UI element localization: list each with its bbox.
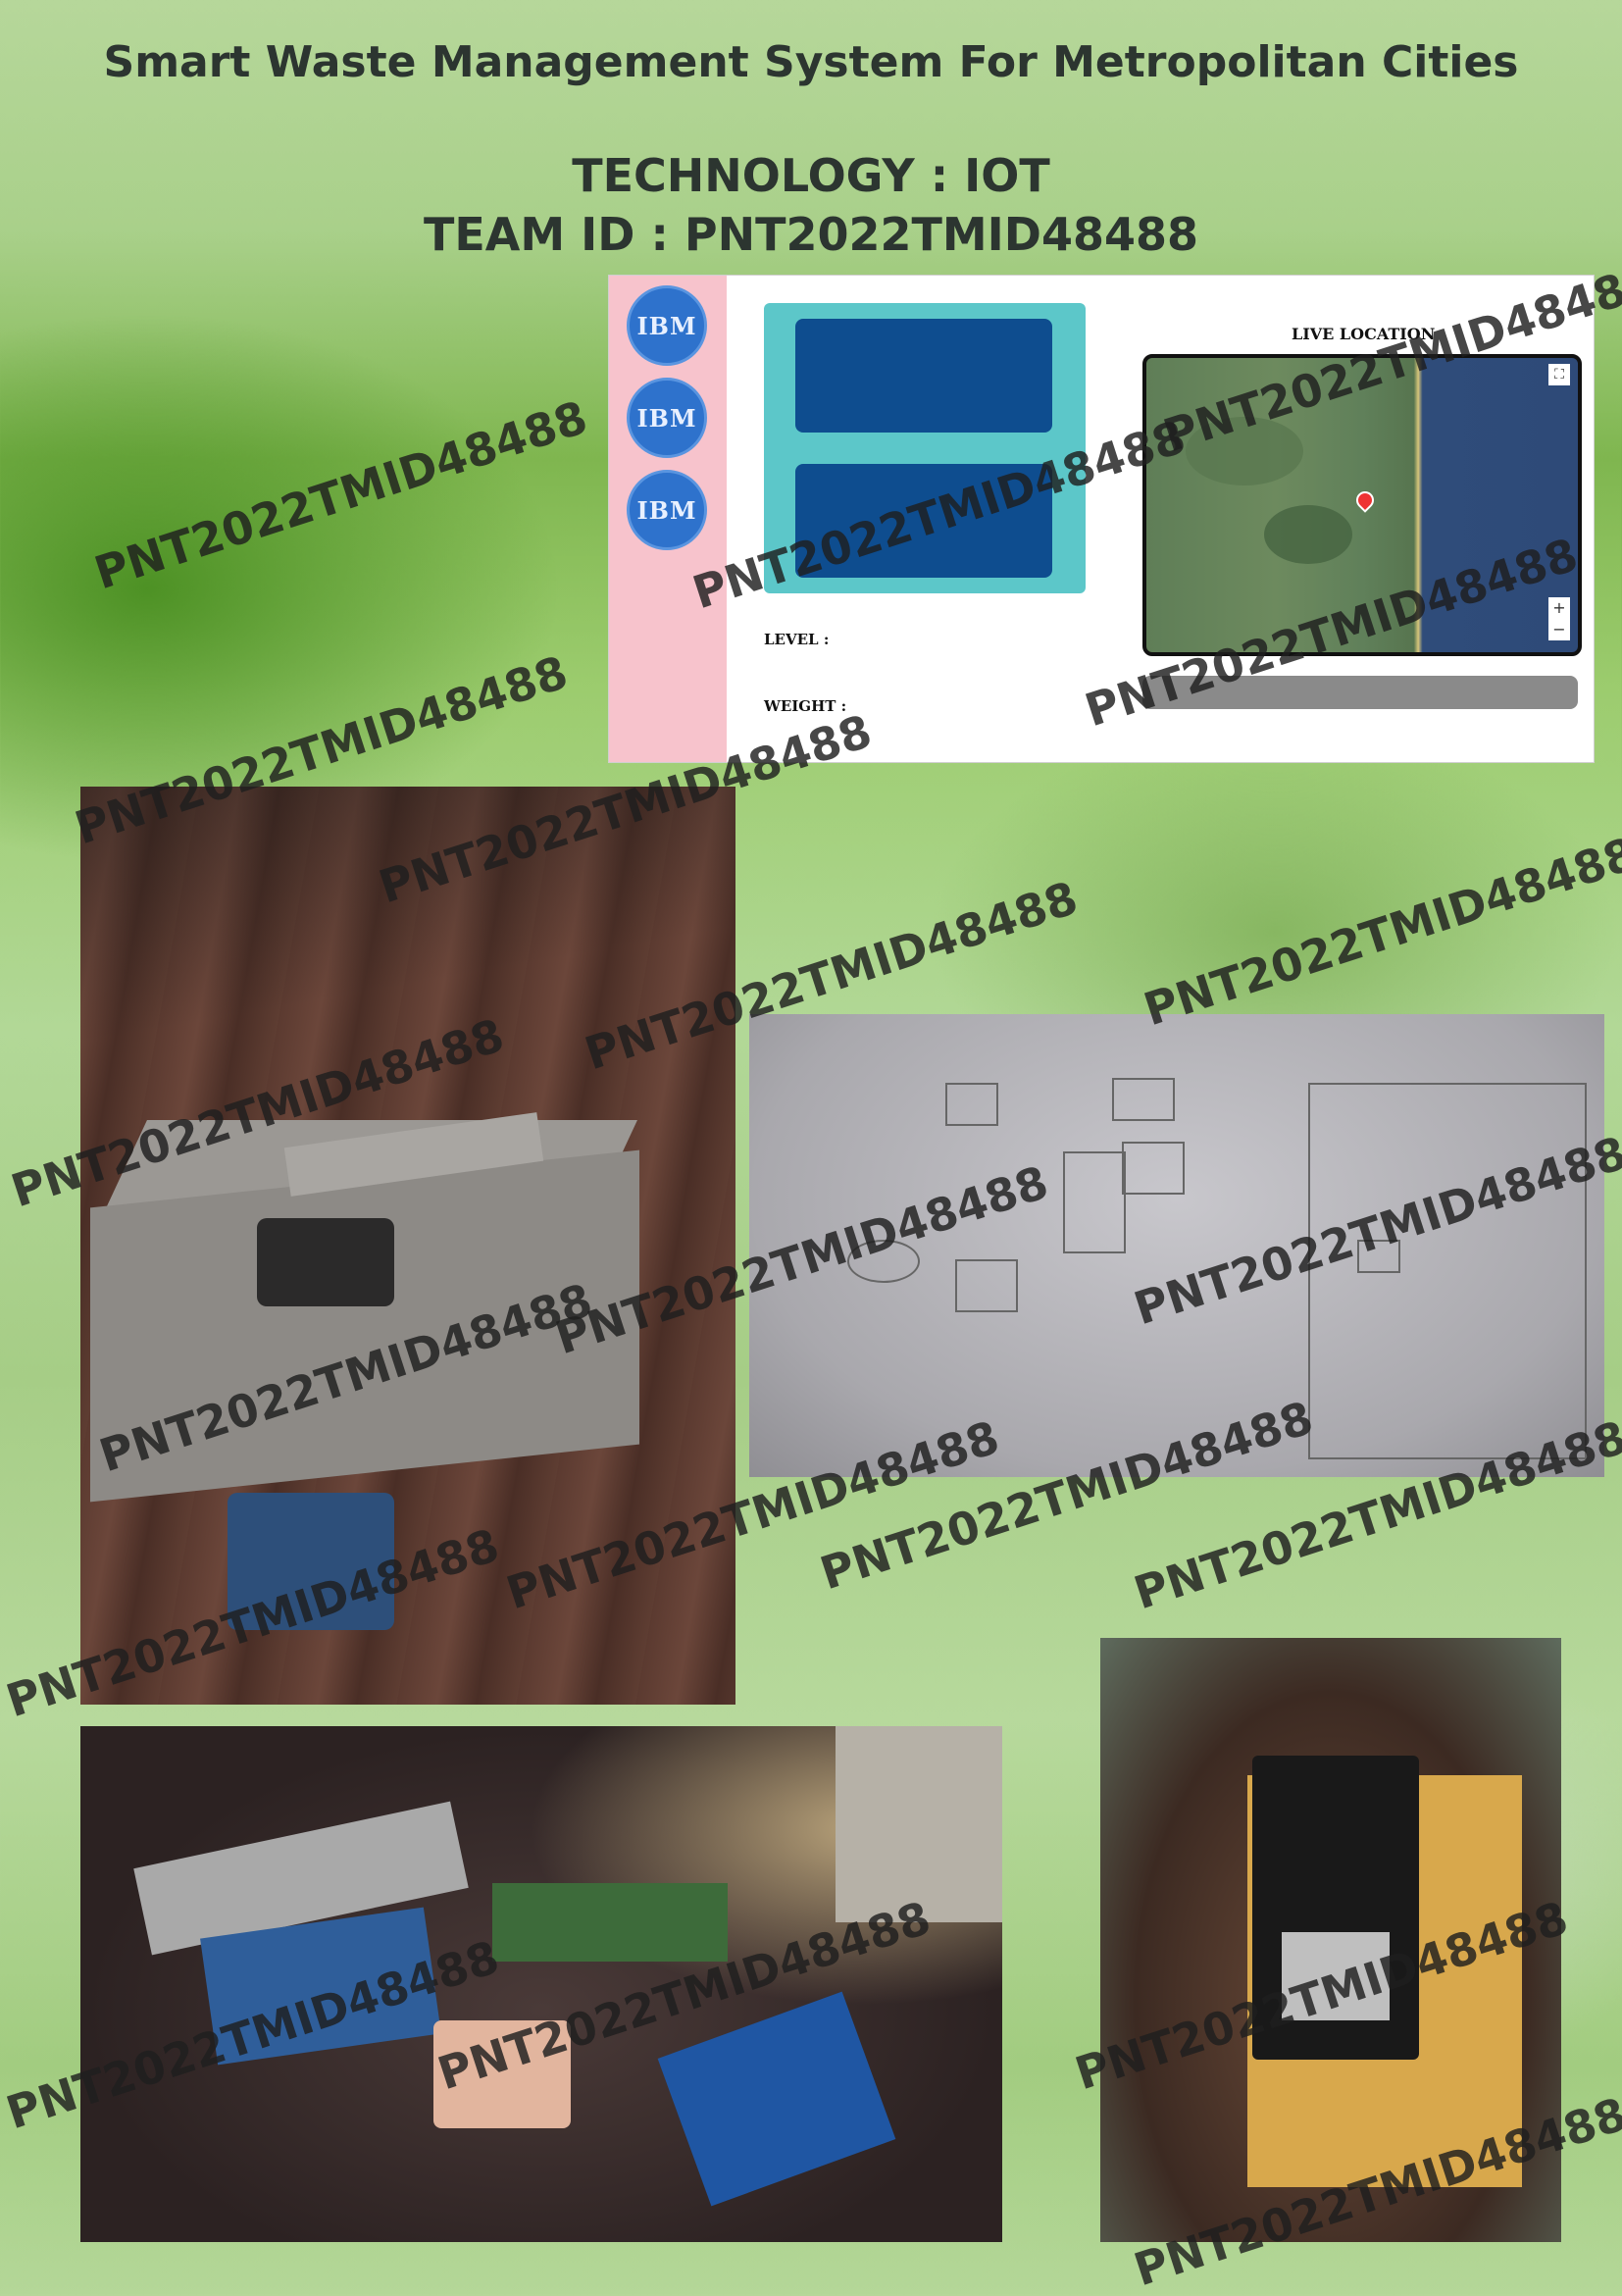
sketch-shape — [847, 1240, 920, 1283]
ibm-button-1[interactable]: IBM — [627, 285, 707, 366]
page-title: Smart Waste Management System For Metrop… — [103, 37, 1519, 87]
bin-level-block-top — [795, 319, 1052, 433]
gps-module — [657, 1991, 896, 2207]
watermark: PNT2022TMID48488 — [88, 390, 594, 600]
sketch-shape — [1308, 1083, 1587, 1459]
dashboard-screenshot: IBM IBM IBM LEVEL : WEIGHT : LIVE LOCATI… — [608, 275, 1595, 763]
fan — [257, 1218, 394, 1306]
bin-box — [90, 1149, 639, 1503]
map-terrain — [1186, 417, 1303, 485]
sensor-components-photo — [80, 1726, 1002, 2242]
metal-frame — [836, 1726, 1002, 1922]
dashboard-sidebar: IBM IBM IBM — [609, 276, 727, 762]
sketch-shape — [945, 1083, 998, 1126]
map-terrain — [1264, 505, 1352, 564]
ibm-button-3[interactable]: IBM — [627, 470, 707, 550]
sketch-shape — [1122, 1142, 1185, 1195]
bin-level-block-bottom — [795, 464, 1052, 578]
sketch-shape — [1357, 1240, 1400, 1273]
gps-antenna — [433, 2020, 571, 2128]
smart-bin-prototype-photo — [80, 787, 735, 1705]
watermark: PNT2022TMID48488 — [1138, 827, 1622, 1037]
ibm-button-2[interactable]: IBM — [627, 378, 707, 458]
wifi-chip — [1282, 1932, 1390, 2020]
map-status-bar — [1142, 676, 1578, 709]
ultrasonic-sensor — [228, 1493, 394, 1630]
zoom-in-button[interactable]: + — [1548, 597, 1570, 619]
map-pin-icon[interactable] — [1352, 487, 1378, 513]
live-location-map[interactable]: ⛶ + − — [1142, 354, 1582, 656]
technology-line: TECHNOLOGY : IOT — [572, 149, 1050, 202]
sketch-shape — [955, 1259, 1018, 1312]
zoom-out-button[interactable]: − — [1548, 619, 1570, 640]
system-diagram-sketch-photo — [749, 1014, 1604, 1477]
live-location-title: LIVE LOCATION — [1292, 325, 1436, 343]
team-id-line: TEAM ID : PNT2022TMID48488 — [423, 208, 1199, 261]
fullscreen-icon[interactable]: ⛶ — [1548, 364, 1570, 385]
sketch-shape — [1112, 1078, 1175, 1121]
sketch-shape — [1063, 1151, 1126, 1253]
raspberry-pi-board — [492, 1883, 728, 1962]
nodemcu-board-photo — [1100, 1638, 1561, 2242]
bin-status-panel — [764, 303, 1086, 593]
level-label: LEVEL : — [764, 631, 830, 648]
weight-label: WEIGHT : — [764, 697, 847, 715]
